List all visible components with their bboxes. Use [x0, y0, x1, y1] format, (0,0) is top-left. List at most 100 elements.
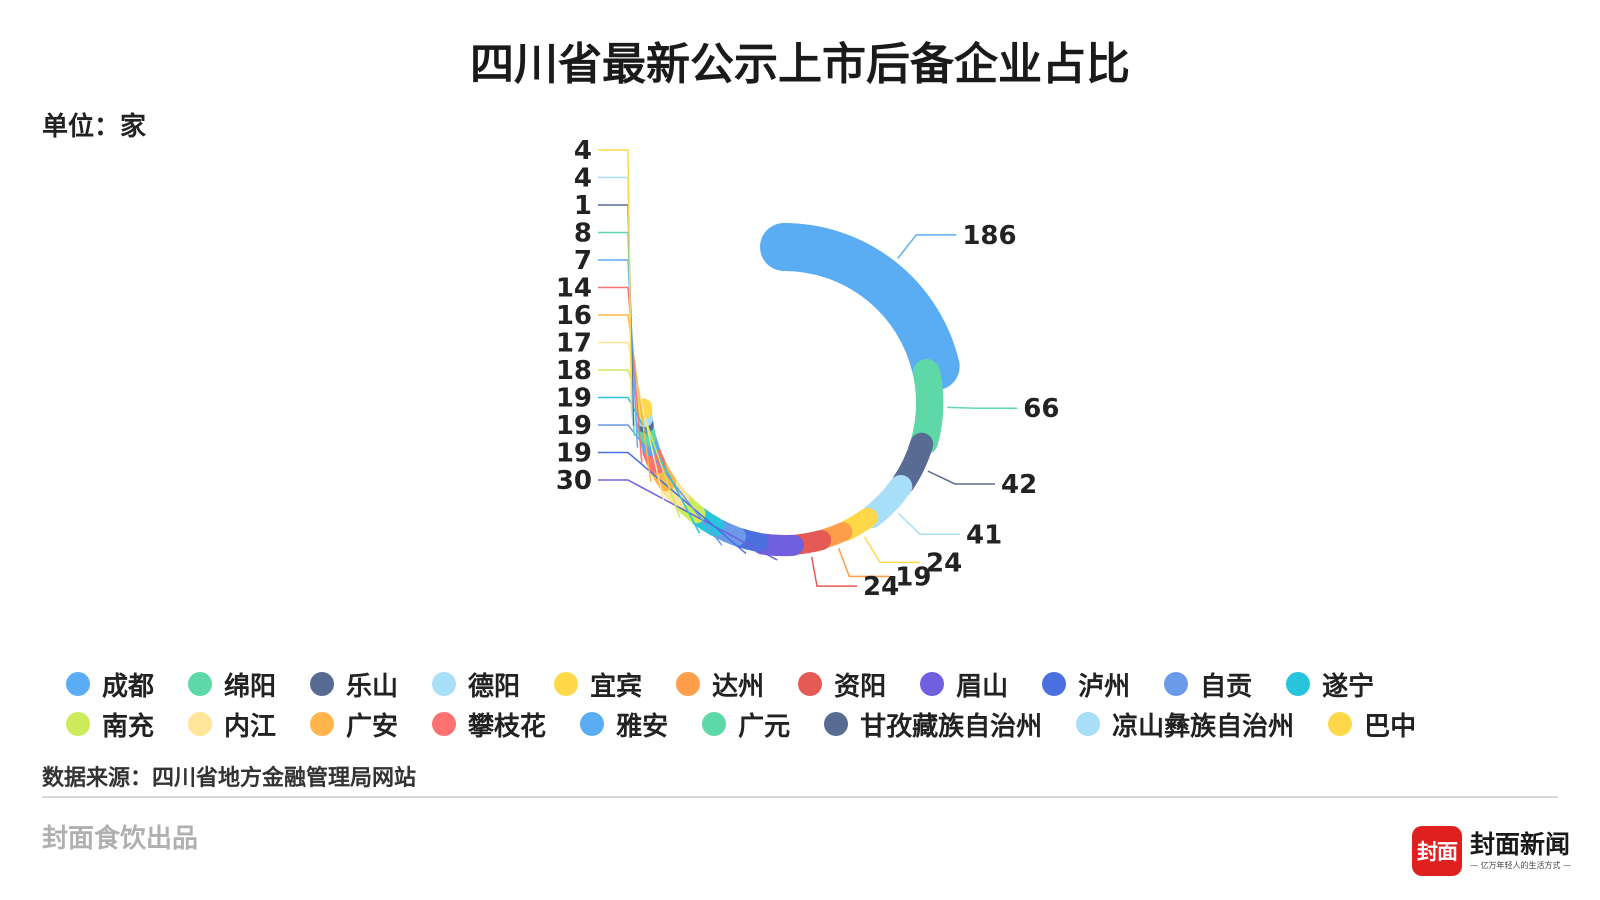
legend-item[interactable]: 德阳	[432, 666, 520, 703]
data-label: 42	[1001, 470, 1037, 500]
legend-swatch	[554, 672, 579, 696]
leader-line	[598, 396, 701, 534]
data-label: 30	[556, 466, 592, 496]
legend-item[interactable]: 广安	[310, 706, 398, 743]
unit-label: 单位：家	[42, 112, 147, 142]
brand-slogan: — 亿万年轻人的生活方式 —	[1470, 861, 1572, 870]
legend-label: 雅安	[616, 711, 669, 742]
legend-swatch	[310, 672, 335, 696]
legend-label: 巴中	[1364, 711, 1417, 742]
segment-成都	[760, 223, 960, 391]
legend-item[interactable]: 遂宁	[1286, 666, 1374, 703]
leader-line	[897, 234, 957, 259]
legend-swatch	[1076, 712, 1101, 736]
legend-label: 达州	[712, 671, 765, 702]
data-label: 24	[863, 572, 899, 602]
legend-swatch	[310, 712, 335, 736]
legend-swatch	[824, 712, 849, 736]
legend-item[interactable]: 凉山彝族自治州	[1076, 706, 1294, 743]
leader-line	[598, 424, 723, 546]
legend-swatch	[66, 672, 90, 696]
leader-line	[810, 556, 857, 587]
data-label: 8	[574, 219, 592, 249]
legend-item[interactable]: 自贡	[1164, 666, 1252, 703]
legend-swatch	[702, 712, 727, 736]
legend-item[interactable]: 乐山	[310, 666, 398, 703]
legend-label: 内江	[224, 711, 277, 742]
legend-label: 广安	[346, 711, 399, 742]
data-label: 24	[926, 548, 962, 578]
chart-title: 四川省最新公示上市后备企业占比	[470, 39, 1130, 90]
legend-label: 成都	[102, 671, 155, 702]
leader-line	[947, 406, 1018, 409]
legend-item[interactable]: 内江	[188, 706, 276, 743]
data-label: 4	[574, 164, 592, 194]
legend-item[interactable]: 泸州	[1042, 666, 1130, 703]
brand-badge: 封面	[1412, 826, 1462, 876]
legend-item[interactable]: 巴中	[1328, 706, 1416, 743]
legend-label: 凉山彝族自治州	[1112, 711, 1295, 742]
legend-label: 泸州	[1078, 671, 1131, 702]
legend-item[interactable]: 眉山	[920, 666, 1008, 703]
data-source: 数据来源：四川省地方金融管理局网站	[42, 766, 417, 791]
legend-swatch	[1328, 712, 1353, 736]
legend-item[interactable]: 甘孜藏族自治州	[824, 706, 1042, 743]
legend-item[interactable]: 广元	[702, 706, 790, 743]
leader-line	[598, 149, 633, 410]
legend-label: 宜宾	[590, 671, 643, 702]
footer-divider	[42, 796, 1558, 798]
data-label: 186	[962, 221, 1016, 251]
data-label: 19	[895, 562, 931, 592]
legend-swatch	[1164, 672, 1189, 696]
data-label: 41	[966, 520, 1002, 550]
leader-line	[598, 259, 639, 448]
segment-绵阳	[910, 359, 944, 455]
data-label: 1	[574, 191, 592, 221]
legend-item[interactable]: 达州	[676, 666, 764, 703]
legend-row: 成都 绵阳 乐山 德阳 宜宾 达州 资阳 眉山 泸州 自贡 遂宁	[66, 664, 1546, 704]
legend-label: 眉山	[956, 671, 1009, 702]
legend-label: 乐山	[346, 671, 399, 702]
producer-credit: 封面食饮出品	[42, 824, 199, 854]
legend-item[interactable]: 成都	[66, 666, 154, 703]
leader-line	[927, 470, 996, 485]
data-label: 19	[556, 439, 592, 469]
legend-swatch	[1286, 672, 1311, 696]
segment-德阳	[860, 474, 913, 529]
leader-line	[838, 548, 890, 578]
data-label: 4	[574, 136, 592, 166]
legend-swatch	[580, 712, 605, 736]
leader-line	[598, 314, 652, 483]
chart-legend: 成都 绵阳 乐山 德阳 宜宾 达州 资阳 眉山 泸州 自贡 遂宁 南充 内江 广安 攀枝花 雅安 广元 甘孜藏族…	[66, 664, 1546, 744]
legend-label: 攀枝花	[468, 711, 547, 742]
leader-line	[598, 479, 778, 561]
chart-segments	[635, 223, 960, 557]
data-label: 17	[556, 329, 592, 359]
data-label: 16	[556, 301, 592, 331]
data-label: 66	[1023, 394, 1059, 424]
legend-swatch	[676, 672, 701, 696]
legend-item[interactable]: 绵阳	[188, 666, 276, 703]
data-label: 14	[556, 274, 592, 304]
leader-line	[598, 176, 633, 419]
legend-item[interactable]: 南充	[66, 706, 154, 743]
legend-swatch	[798, 672, 823, 696]
data-label: 19	[556, 384, 592, 414]
legend-label: 绵阳	[224, 671, 277, 702]
legend-swatch	[1042, 672, 1067, 696]
legend-label: 南充	[102, 711, 155, 742]
legend-item[interactable]: 宜宾	[554, 666, 642, 703]
legend-swatch	[188, 672, 213, 696]
legend-item[interactable]: 攀枝花	[432, 706, 546, 743]
leader-line	[598, 341, 665, 501]
brand-logo: 封面 封面新闻 — 亿万年轻人的生活方式 —	[1412, 826, 1571, 876]
brand-name: 封面新闻	[1470, 830, 1571, 859]
chart-leader-lines	[598, 149, 1018, 587]
legend-item[interactable]: 资阳	[798, 666, 886, 703]
legend-label: 资阳	[834, 671, 887, 702]
legend-label: 甘孜藏族自治州	[860, 711, 1043, 742]
legend-label: 自贡	[1200, 671, 1253, 702]
legend-label: 德阳	[468, 671, 521, 702]
legend-item[interactable]: 雅安	[580, 706, 668, 743]
